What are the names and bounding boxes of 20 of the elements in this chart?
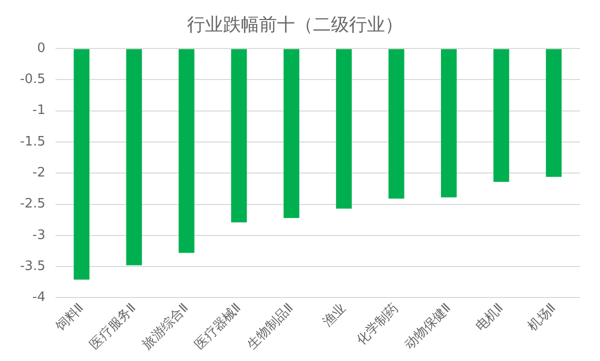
y-tick-label: -3.5: [20, 258, 46, 274]
y-tick-label: -0.5: [20, 72, 46, 88]
y-tick-label: -3: [32, 228, 46, 243]
x-tick-label: 旅游综合Ⅱ: [140, 300, 192, 353]
chart-title: 行业跌幅前十（二级行业）: [187, 14, 403, 36]
x-tick-label: 动物保健Ⅱ: [402, 300, 454, 353]
y-tick-label: 0: [37, 40, 46, 56]
y-tick-label: -4: [32, 290, 46, 306]
y-tick-label: -2: [32, 166, 46, 181]
x-tick-label: 渔业: [320, 300, 350, 330]
x-tick-label: 机场Ⅱ: [525, 300, 559, 334]
x-tick-label: 化学制药: [354, 300, 402, 348]
x-tick-label: 生物制品Ⅱ: [244, 300, 297, 353]
x-tick-label: 医疗服务Ⅱ: [87, 300, 140, 353]
y-tick-label: -1: [32, 103, 46, 118]
y-tick-label: -2.5: [20, 196, 46, 212]
x-tick-label: 饲料Ⅱ: [52, 300, 87, 336]
x-tick-label: 医疗器械Ⅱ: [192, 300, 244, 353]
y-tick-label: -1.5: [20, 134, 46, 150]
x-tick-label: 电机Ⅱ: [473, 300, 507, 334]
